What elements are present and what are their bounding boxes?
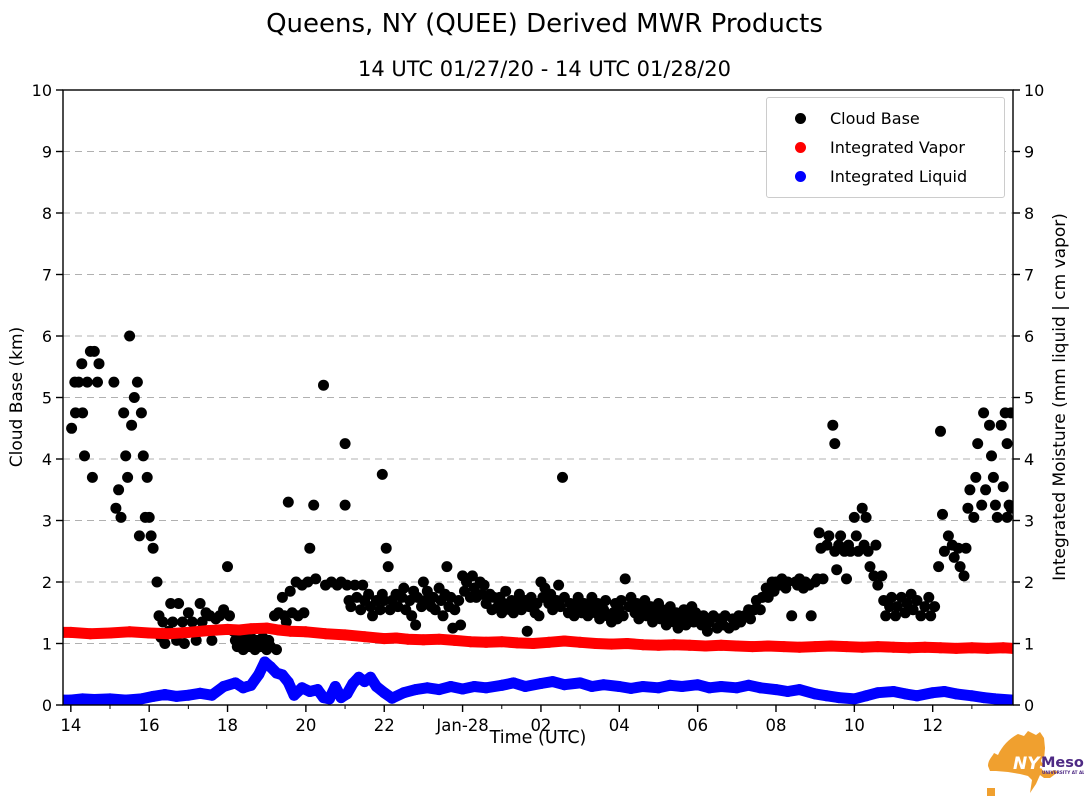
x-tick-label: 20 xyxy=(295,716,316,735)
y-tick-label-right: 2 xyxy=(1024,573,1034,592)
x-tick-label: 08 xyxy=(765,716,786,735)
logo-mesonet-text: Mesonet xyxy=(1041,755,1084,771)
y-tick-label-left: 9 xyxy=(42,143,52,162)
y-axis-label-left: Cloud Base (km) xyxy=(7,326,27,468)
y-tick-label-left: 6 xyxy=(42,327,52,346)
y-tick-label-left: 1 xyxy=(42,635,52,654)
plot-data xyxy=(63,330,1013,705)
y-tick-label-right: 8 xyxy=(1024,204,1034,223)
x-tick-label: 18 xyxy=(217,716,238,735)
y-tick-label-right: 7 xyxy=(1024,266,1034,285)
y-tick-label-left: 2 xyxy=(42,573,52,592)
legend-item-integrated-liquid: Integrated Liquid xyxy=(767,162,1004,191)
x-tick-label: 10 xyxy=(844,716,865,735)
y-tick-label-right: 3 xyxy=(1024,512,1034,531)
logo-nys-text: NYS xyxy=(1013,754,1052,774)
legend-label: Integrated Liquid xyxy=(830,167,968,186)
x-tick-label: 22 xyxy=(374,716,395,735)
legend-item-integrated-vapor: Integrated Vapor xyxy=(767,133,1004,162)
x-tick-label: 06 xyxy=(687,716,708,735)
logo-square-icon xyxy=(987,788,995,796)
y-tick-label-right: 1 xyxy=(1024,635,1034,654)
x-tick-label: 02 xyxy=(530,716,551,735)
legend-label: Integrated Vapor xyxy=(830,138,965,157)
chart-title: Queens, NY (QUEE) Derived MWR Products xyxy=(266,9,823,39)
y-tick-label-left: 8 xyxy=(42,204,52,223)
y-tick-label-right: 5 xyxy=(1024,389,1034,408)
legend-label: Cloud Base xyxy=(830,109,920,128)
y-tick-label-right: 9 xyxy=(1024,143,1034,162)
y-tick-label-left: 0 xyxy=(42,696,52,715)
legend: Cloud Base Integrated Vapor Integrated L… xyxy=(766,97,1005,198)
y-tick-label-left: 5 xyxy=(42,389,52,408)
cloud-base-dot-icon xyxy=(795,113,806,124)
x-tick-label: 04 xyxy=(609,716,630,735)
nys-mesonet-logo: NYS Mesonet UNIVERSITY AT ALBANY xyxy=(987,731,1084,796)
new-york-state-icon xyxy=(988,731,1058,793)
y-tick-label-left: 7 xyxy=(42,266,52,285)
logo-tagline-text: UNIVERSITY AT ALBANY xyxy=(1042,770,1084,775)
series-cloud-base xyxy=(66,330,1013,656)
series-integrated-liquid xyxy=(63,656,1013,705)
y-tick-label-right: 4 xyxy=(1024,450,1034,469)
integrated-liquid-dot-icon xyxy=(795,171,806,182)
x-axis-label: Time (UTC) xyxy=(489,728,587,748)
x-tick-label: 16 xyxy=(139,716,160,735)
legend-item-cloud-base: Cloud Base xyxy=(767,104,1004,133)
chart-subtitle: 14 UTC 01/27/20 - 14 UTC 01/28/20 xyxy=(358,57,731,81)
y-tick-label-right: 6 xyxy=(1024,327,1034,346)
y-tick-label-left: 10 xyxy=(32,81,52,100)
integrated-vapor-dot-icon xyxy=(795,142,806,153)
series-integrated-vapor xyxy=(63,622,1013,654)
y-axis-label-right: Integrated Moisture (mm liquid | cm vapo… xyxy=(1050,213,1070,581)
x-tick-label: Jan-28 xyxy=(435,716,488,735)
y-tick-label-left: 4 xyxy=(42,450,52,469)
axis-ticks xyxy=(56,89,1020,712)
y-tick-label-left: 3 xyxy=(42,512,52,531)
x-tick-label: 14 xyxy=(60,716,81,735)
y-tick-label-right: 10 xyxy=(1024,81,1044,100)
x-tick-label: 12 xyxy=(922,716,943,735)
y-tick-label-right: 0 xyxy=(1024,696,1034,715)
